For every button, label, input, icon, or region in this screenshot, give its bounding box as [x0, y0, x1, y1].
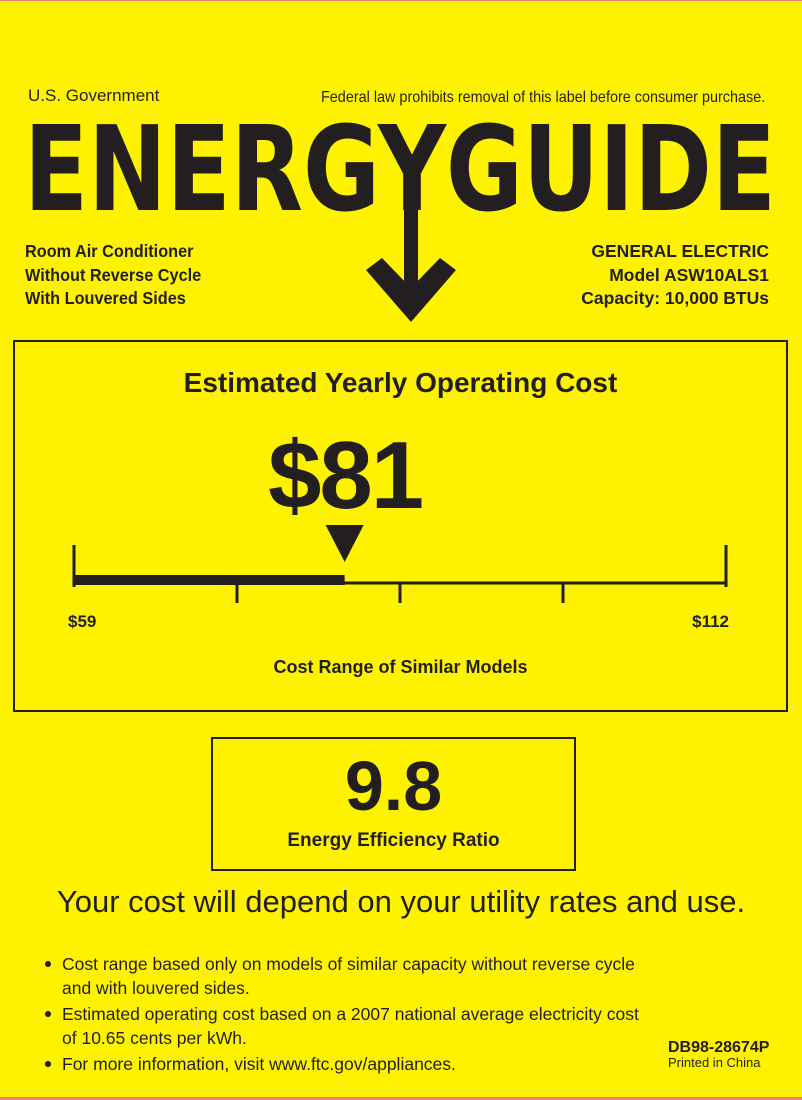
product-feature: Without Reverse Cycle — [25, 264, 202, 285]
efficiency-label: Energy Efficiency Ratio — [287, 830, 500, 851]
product-feature: With Louvered Sides — [25, 288, 186, 308]
notes-list: Cost range based only on models of simil… — [32, 952, 652, 1076]
cost-fill-bar — [74, 575, 345, 585]
bottom-border — [0, 1097, 802, 1100]
label-code: DB98-28674P — [668, 1039, 770, 1056]
arrow-shaft — [404, 205, 418, 300]
cost-section — [13, 340, 788, 712]
government-label: U.S. Government — [28, 86, 160, 105]
tagline: Your cost will depend on your utility ra… — [56, 884, 746, 919]
energyguide-logo: ENERGYGUIDE — [24, 110, 776, 322]
cost-min-label: $59 — [68, 612, 97, 631]
note-item: For more information, visit www.ftc.gov/… — [32, 1052, 652, 1076]
arrow-down-icon — [366, 258, 456, 322]
top-border — [0, 0, 802, 1]
svg-text:ENERGYGUIDE: ENERGYGUIDE — [24, 110, 776, 238]
product-type: Room Air Conditioner — [25, 241, 194, 261]
removal-notice: Federal law prohibits removal of this la… — [321, 89, 766, 106]
cost-range-scale — [72, 525, 728, 603]
cost-max-label: $112 — [692, 612, 729, 631]
efficiency-section — [211, 737, 576, 871]
note-item: Estimated operating cost based on a 2007… — [32, 1002, 652, 1050]
brand: GENERAL ELECTRIC — [591, 241, 769, 261]
note-item: Cost range based only on models of simil… — [32, 952, 652, 1000]
model-number: Model ASW10ALS1 — [609, 264, 769, 285]
cost-range-label: Cost Range of Similar Models — [273, 657, 528, 677]
cost-value: $81 — [268, 422, 424, 529]
capacity: Capacity: 10,000 BTUs — [581, 288, 769, 308]
printed-in: Printed in China — [668, 1055, 761, 1070]
cost-marker-icon — [325, 525, 364, 562]
cost-title: Estimated Yearly Operating Cost — [183, 367, 618, 398]
product-description: Room Air Conditioner Without Reverse Cyc… — [25, 240, 201, 311]
efficiency-value: 9.8 — [344, 747, 443, 825]
manufacturer-info: GENERAL ELECTRIC Model ASW10ALS1 Capacit… — [581, 240, 769, 311]
